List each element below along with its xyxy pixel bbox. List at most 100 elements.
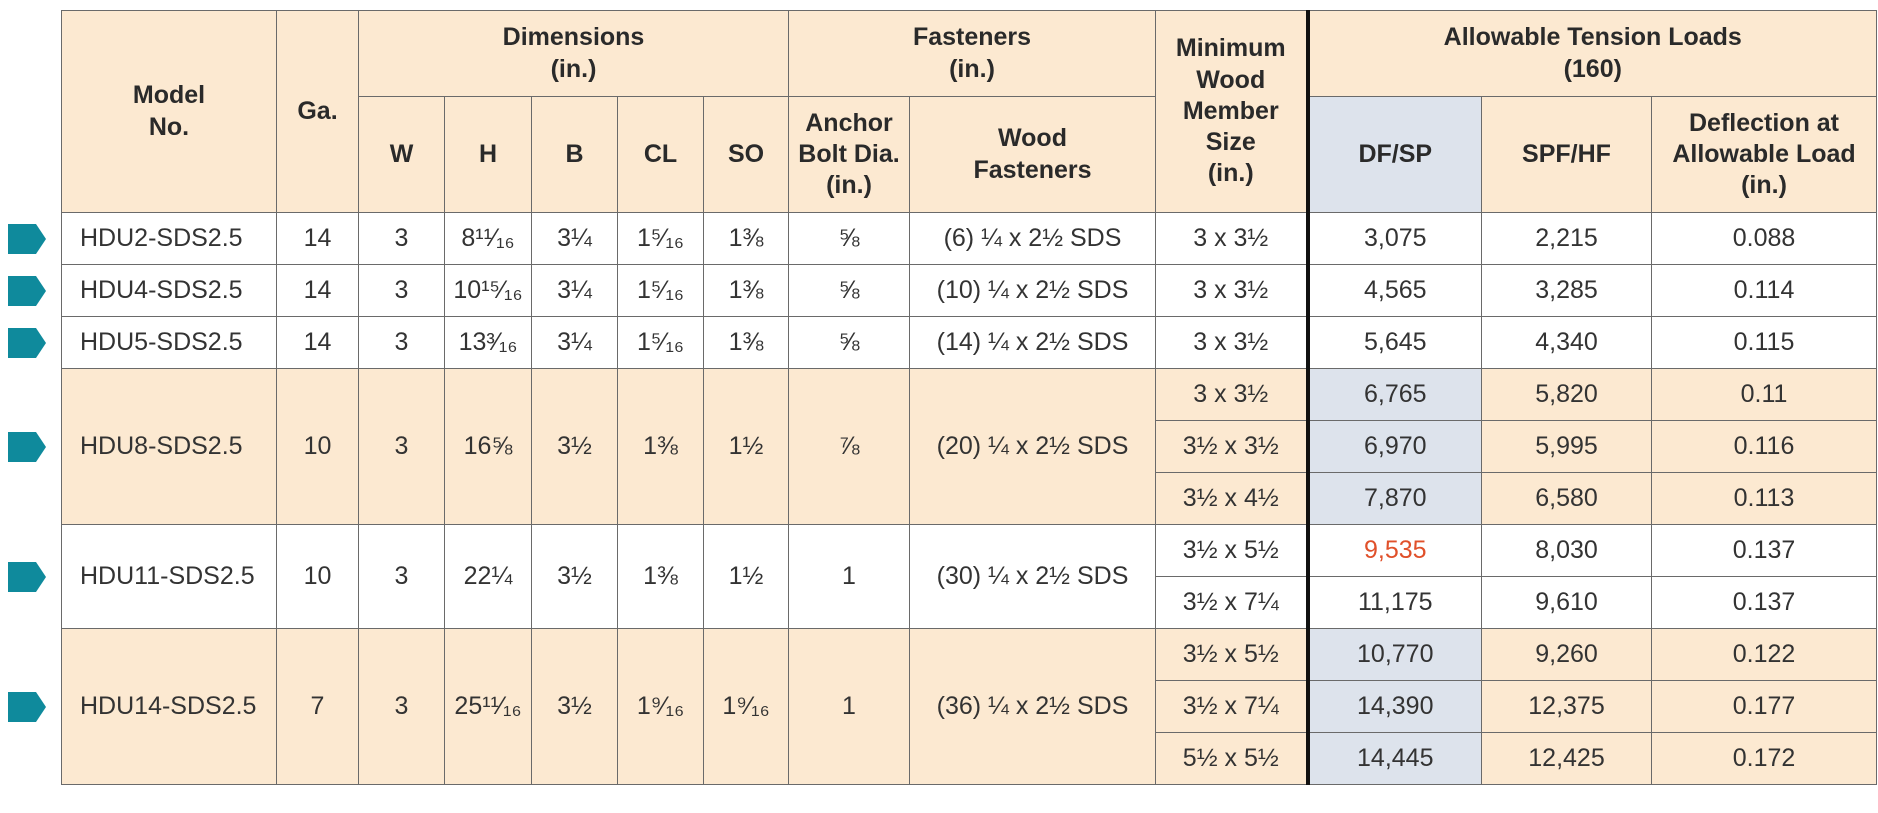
- cell: 3½ x 4½: [1155, 472, 1308, 525]
- cell: 3½: [531, 524, 618, 629]
- cell: 7,870: [1305, 472, 1482, 525]
- cell: ⅝: [788, 264, 910, 317]
- cell: 0.115: [1650, 316, 1878, 369]
- cell: 1: [788, 524, 910, 629]
- cell: 6,580: [1481, 472, 1652, 525]
- cell: 3¼: [531, 212, 618, 265]
- cell: 1⅜: [703, 264, 789, 317]
- cell: ⅝: [788, 316, 910, 369]
- header-cell: B: [531, 96, 618, 213]
- cell: 3½: [531, 368, 618, 525]
- cell: ⅞: [788, 368, 910, 525]
- cell: 3: [358, 264, 445, 317]
- cell: 3,285: [1481, 264, 1652, 317]
- cell: (10) ¼ x 2½ SDS: [909, 264, 1156, 317]
- cell: HDU11-SDS2.5: [61, 524, 277, 629]
- row-marker: [8, 691, 46, 722]
- header-cell: Minimum Wood Member Size (in.): [1155, 10, 1308, 213]
- cell: 3 x 3½: [1155, 264, 1308, 317]
- header-cell: H: [444, 96, 532, 213]
- cell: 0.114: [1650, 264, 1878, 317]
- row-marker: [8, 223, 46, 254]
- header-cell: Allowable Tension Loads (160): [1305, 10, 1878, 97]
- table-row: 3½ x 4½ 7,870 6,580 0.113: [62, 472, 1878, 525]
- cell: 0.172: [1650, 732, 1878, 785]
- cell: 1⁹⁄₁₆: [703, 628, 789, 785]
- cell: HDU2-SDS2.5: [61, 212, 277, 265]
- cell: 8,030: [1481, 524, 1652, 577]
- table-row: HDU11-SDS2.5 10 3 22¼ 3½ 1⅜ 1½ 1 (30) ¼ x 2½ SDS…: [61, 524, 1878, 629]
- header-cell: W: [358, 96, 445, 213]
- marker-shape: [8, 275, 46, 306]
- cell: 1⅜: [703, 316, 789, 369]
- cell: 10: [276, 368, 359, 525]
- cell: 9,535: [1305, 524, 1482, 577]
- cell: 0.11: [1650, 368, 1878, 421]
- cell: 3½ x 7¼: [1155, 576, 1308, 629]
- marker-shape: [8, 431, 46, 462]
- cell: 3,075: [1305, 212, 1482, 265]
- cell: 1⅜: [703, 212, 789, 265]
- cell: 3: [358, 628, 445, 785]
- cell: 3½ x 3½: [1155, 420, 1308, 473]
- cell: 3 x 3½: [1155, 212, 1308, 265]
- table-row: HDU2-SDS2.5 14 3 8¹¹⁄₁₆ 3¼ 1⁵⁄₁₆ 1⅜ ⅝ (6) ¼ x 2½…: [61, 212, 1878, 265]
- cell: 10: [276, 524, 359, 629]
- table-row: HDU14-SDS2.5 7 3 25¹¹⁄₁₆ 3½ 1⁹⁄₁₆ 1⁹⁄₁₆ 1 (36) ¼…: [61, 628, 1878, 785]
- table-body: HDU2-SDS2.5 14 3 8¹¹⁄₁₆ 3¼ 1⁵⁄₁₆ 1⅜ ⅝ (6) ¼ x 2½…: [61, 212, 1878, 785]
- cell: 3: [358, 212, 445, 265]
- cell: (20) ¼ x 2½ SDS: [909, 368, 1156, 525]
- cell: 14: [276, 316, 359, 369]
- cell: 14: [276, 212, 359, 265]
- header-cell: SPF/HF: [1481, 96, 1652, 213]
- marker-shape: [8, 327, 46, 358]
- cell: 3½ x 5½: [1155, 524, 1308, 577]
- table-row: HDU4-SDS2.5 14 3 10¹⁵⁄₁₆ 3¼ 1⁵⁄₁₆ 1⅜ ⅝ (10) ¼ x …: [61, 264, 1878, 317]
- cell: 3¼: [531, 264, 618, 317]
- cell: 9,260: [1481, 628, 1652, 681]
- cell: 12,375: [1481, 680, 1652, 733]
- cell: 0.113: [1650, 472, 1878, 525]
- cell: 1½: [703, 368, 789, 525]
- cell: 0.088: [1650, 212, 1878, 265]
- row-marker: [8, 561, 46, 592]
- table-row: HDU8-SDS2.5 10 3 16⅝ 3½ 1⅜ 1½ ⅞ (20) ¼ x 2½ SDS 3…: [61, 368, 1878, 525]
- cell: 0.116: [1650, 420, 1878, 473]
- cell: (6) ¼ x 2½ SDS: [909, 212, 1156, 265]
- table-row: 5½ x 5½ 14,445 12,425 0.172: [62, 732, 1878, 785]
- cell: 9,610: [1481, 576, 1652, 629]
- cell: 4,565: [1305, 264, 1482, 317]
- cell: 3 x 3½: [1155, 316, 1308, 369]
- cell: 1⁹⁄₁₆: [617, 628, 704, 785]
- row-marker: [8, 275, 46, 306]
- header-cell: Fasteners (in.): [788, 10, 1156, 97]
- cell: 3: [358, 524, 445, 629]
- cell: 4,340: [1481, 316, 1652, 369]
- cell: 3 x 3½: [1155, 368, 1308, 421]
- cell: 3: [358, 316, 445, 369]
- cell: HDU4-SDS2.5: [61, 264, 277, 317]
- header-cell: Anchor Bolt Dia. (in.): [788, 96, 910, 213]
- table-row: 3½ x 3½ 6,970 5,995 0.116: [62, 420, 1878, 473]
- header-cell: Wood Fasteners: [909, 96, 1156, 213]
- cell: 25¹¹⁄₁₆: [444, 628, 532, 785]
- cell: HDU5-SDS2.5: [61, 316, 277, 369]
- cell: 3½ x 7¼: [1155, 680, 1308, 733]
- marker-shape: [8, 561, 46, 592]
- cell: 6,765: [1305, 368, 1482, 421]
- header-cell: Ga.: [276, 10, 359, 213]
- cell: 5,995: [1481, 420, 1652, 473]
- marker-shape: [8, 223, 46, 254]
- cell: 11,175: [1305, 576, 1482, 629]
- cell: 14,390: [1305, 680, 1482, 733]
- cell: 3¼: [531, 316, 618, 369]
- cell: 16⅝: [444, 368, 532, 525]
- header-cell: Dimensions (in.): [358, 10, 789, 97]
- cell: 13³⁄₁₆: [444, 316, 532, 369]
- table-row: 3½ x 7¼ 14,390 12,375 0.177: [62, 680, 1878, 733]
- cell: ⅝: [788, 212, 910, 265]
- cell: HDU14-SDS2.5: [61, 628, 277, 785]
- cell: (30) ¼ x 2½ SDS: [909, 524, 1156, 629]
- cell: 12,425: [1481, 732, 1652, 785]
- cell: 5,645: [1305, 316, 1482, 369]
